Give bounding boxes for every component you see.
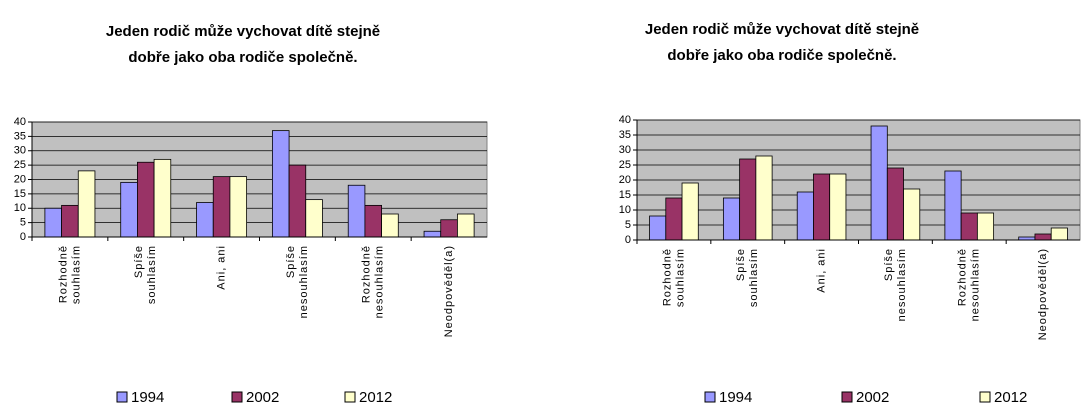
bar xyxy=(976,212,995,241)
x-tick-label: nesouhlasím xyxy=(970,248,982,321)
bar xyxy=(137,161,155,238)
legend-swatch xyxy=(116,391,128,403)
bar xyxy=(347,184,366,238)
legend-label: 1994 xyxy=(719,389,752,406)
bar xyxy=(960,212,978,241)
y-tick-label: 35 xyxy=(619,129,631,141)
y-tick-label: 30 xyxy=(14,145,26,157)
bar xyxy=(649,215,667,241)
bar xyxy=(364,204,382,238)
chart-title: dobře jako oba rodiče společně. xyxy=(128,49,357,66)
bar xyxy=(665,197,683,241)
x-tick-label: nesouhlasím xyxy=(374,245,386,318)
x-tick-label: Spíše xyxy=(285,245,297,278)
x-tick-label: Spíše xyxy=(735,248,747,281)
y-tick-label: 15 xyxy=(14,188,26,200)
y-tick-label: 40 xyxy=(14,116,26,128)
legend-label: 1994 xyxy=(131,389,164,406)
bar xyxy=(829,173,847,241)
y-tick-label: 40 xyxy=(619,114,631,126)
chart-title: dobře jako oba rodiče společně. xyxy=(667,47,896,64)
y-tick-label: 15 xyxy=(619,189,631,201)
y-tick-label: 10 xyxy=(619,204,631,216)
bar xyxy=(196,202,214,238)
chart: Jeden rodič může vychovat dítě stejně dob… xyxy=(14,23,488,406)
x-tick-label: nesouhlasím xyxy=(896,248,908,321)
bar xyxy=(305,199,323,238)
x-tick-label: Rozhodně xyxy=(957,248,969,306)
y-tick-label: 0 xyxy=(625,234,631,246)
bar xyxy=(423,230,442,238)
bar xyxy=(813,173,831,241)
legend-swatch xyxy=(231,391,243,403)
x-tick-label: Neodpověděl(a) xyxy=(443,245,455,337)
bar xyxy=(44,207,62,238)
legend-swatch xyxy=(704,391,716,403)
bar xyxy=(77,170,96,238)
y-tick-label: 35 xyxy=(14,130,26,142)
x-tick-label: nesouhlasím xyxy=(298,245,310,318)
bar xyxy=(722,197,741,241)
y-tick-label: 25 xyxy=(14,159,26,171)
bar xyxy=(796,191,814,241)
legend-label: 2002 xyxy=(856,389,889,406)
bar xyxy=(903,188,921,241)
bar xyxy=(1034,233,1052,241)
bar xyxy=(271,130,290,238)
legend-label: 2012 xyxy=(994,389,1027,406)
legend-swatch xyxy=(344,391,356,403)
x-tick-label: Neodpověděl(a) xyxy=(1037,248,1049,340)
x-tick-label: Rozhodně xyxy=(361,245,373,303)
chart-title: Jeden rodič může vychovat dítě stejně xyxy=(106,23,380,40)
y-tick-label: 30 xyxy=(619,144,631,156)
bar xyxy=(870,125,888,241)
x-tick-label: Spíše xyxy=(133,245,145,278)
bar xyxy=(120,181,138,238)
x-tick-label: souhlasím xyxy=(748,248,760,307)
legend-swatch xyxy=(979,391,991,403)
bar xyxy=(755,155,773,241)
y-tick-label: 20 xyxy=(14,173,26,185)
chart-title: Jeden rodič může vychovat dítě stejně xyxy=(645,21,919,38)
x-tick-label: souhlasím xyxy=(674,248,686,307)
y-tick-label: 5 xyxy=(625,219,631,231)
y-tick-label: 0 xyxy=(20,231,26,243)
x-tick-label: Ani, ani xyxy=(815,248,827,293)
bar xyxy=(681,182,699,241)
bar xyxy=(739,158,757,241)
bar xyxy=(153,158,172,238)
x-tick-label: Ani, ani xyxy=(215,245,227,290)
bar xyxy=(944,170,962,241)
x-tick-label: Rozhodně xyxy=(661,248,673,306)
y-tick-label: 10 xyxy=(14,202,26,214)
x-tick-label: Rozhodně xyxy=(57,245,69,303)
bar xyxy=(886,167,904,241)
x-tick-label: Spíše xyxy=(883,248,895,281)
bar xyxy=(440,219,458,238)
bar xyxy=(229,176,248,238)
bar xyxy=(288,164,307,238)
legend-swatch xyxy=(841,391,853,403)
bar xyxy=(381,213,399,238)
bar xyxy=(1050,227,1068,241)
y-tick-label: 25 xyxy=(619,159,631,171)
chart: Jeden rodič může vychovat dítě stejně dob… xyxy=(619,21,1081,406)
bar xyxy=(212,176,231,238)
x-tick-label: souhlasím xyxy=(146,245,158,304)
legend-label: 2002 xyxy=(246,389,279,406)
y-tick-label: 20 xyxy=(619,174,631,186)
x-tick-label: souhlasím xyxy=(70,245,82,304)
y-tick-label: 5 xyxy=(20,217,26,229)
bar xyxy=(61,204,79,238)
legend-label: 2012 xyxy=(359,389,392,406)
bar xyxy=(457,213,475,238)
